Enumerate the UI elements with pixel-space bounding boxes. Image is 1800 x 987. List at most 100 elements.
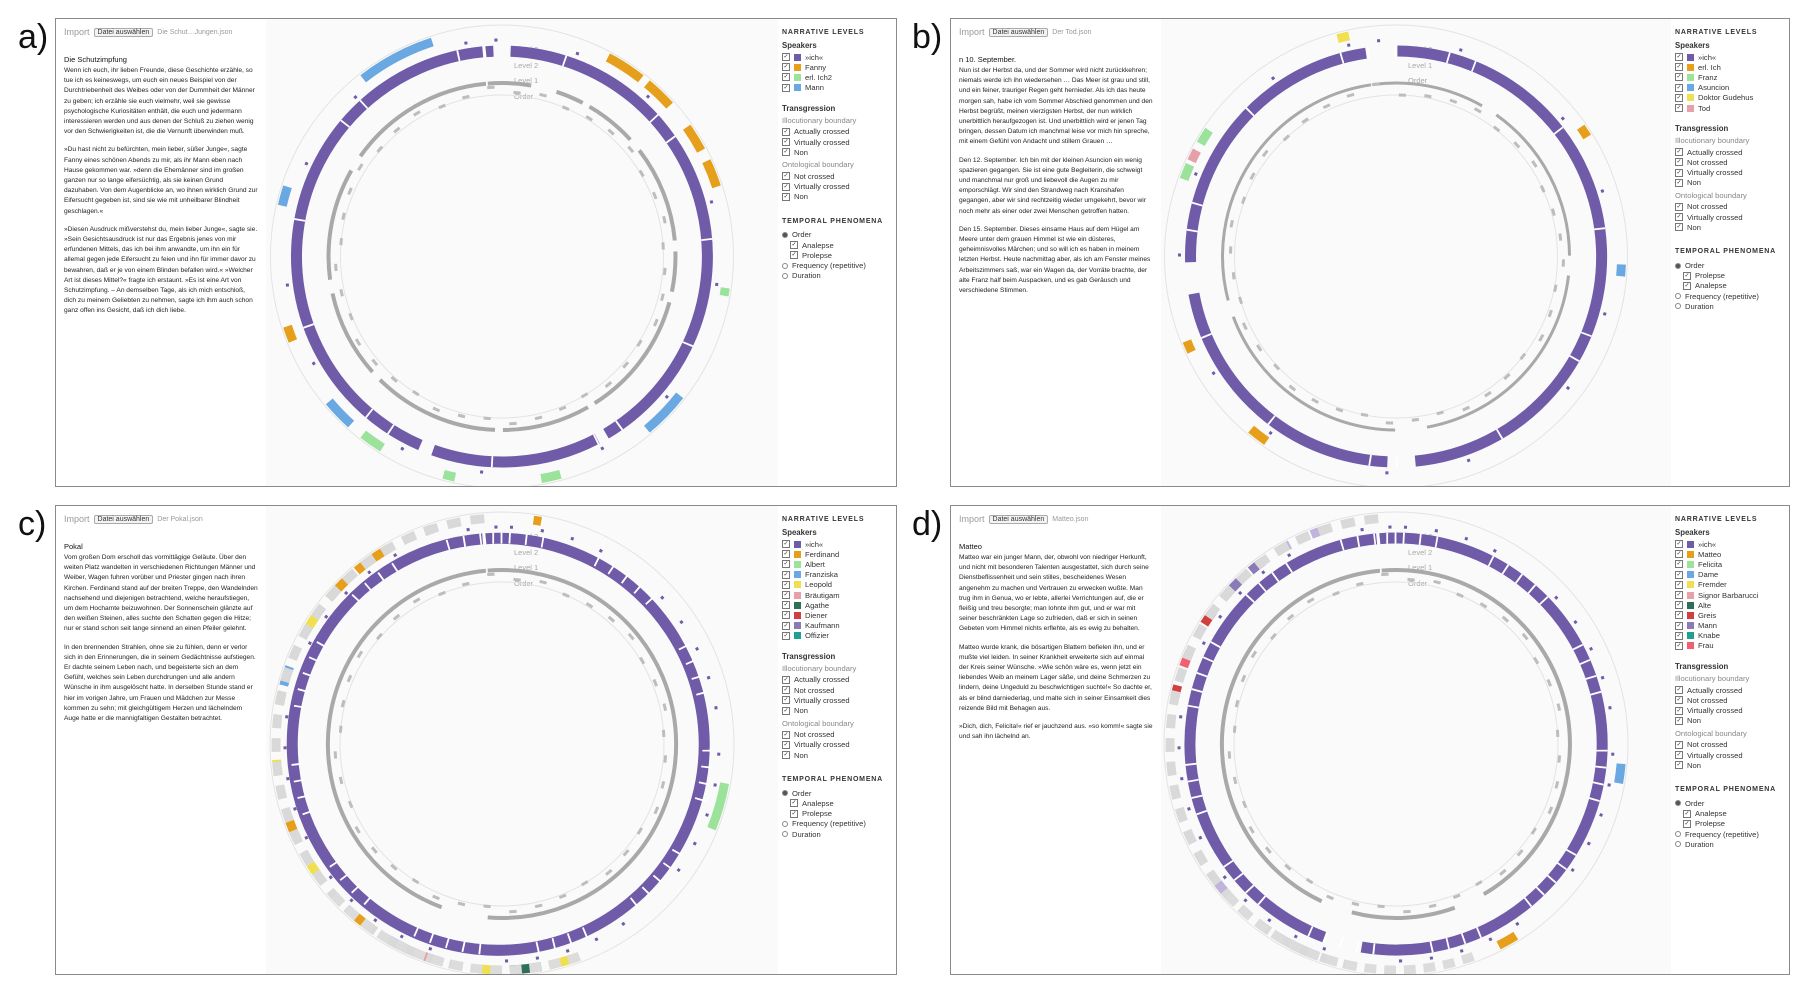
level-3-segment[interactable]: [325, 585, 342, 602]
illocutionary-checkbox[interactable]: ✓: [1675, 686, 1683, 695]
level-2-segment[interactable]: [605, 53, 644, 83]
order-tick[interactable]: [438, 103, 446, 110]
level-2-segment[interactable]: [1614, 763, 1626, 784]
level-3-segment[interactable]: [274, 690, 287, 706]
speaker-item[interactable]: ✓ Tod: [1675, 103, 1785, 113]
illocutionary-item[interactable]: ✓ Not crossed: [782, 685, 892, 695]
level-2-segment[interactable]: [1336, 31, 1351, 44]
order-tick[interactable]: [1475, 880, 1483, 887]
ontological-checkbox[interactable]: ✓: [782, 740, 790, 749]
level-1-segment[interactable]: [286, 532, 710, 956]
analepse-checkbox[interactable]: ✓: [1683, 281, 1691, 290]
order-radio[interactable]: [782, 231, 788, 238]
order-tick[interactable]: [1407, 577, 1415, 582]
level-3-segment[interactable]: [1403, 964, 1417, 974]
duration-radio[interactable]: [1675, 841, 1681, 848]
level-3-segment[interactable]: [1235, 568, 1253, 585]
segment-divider[interactable]: [359, 99, 369, 110]
level-3-segment[interactable]: [400, 531, 418, 545]
level-2-tick[interactable]: [565, 948, 570, 953]
speaker-item[interactable]: ✓ Kaufmann: [782, 621, 892, 631]
order-tick[interactable]: [392, 613, 401, 621]
segment-divider[interactable]: [340, 119, 351, 128]
order-tick[interactable]: [412, 597, 421, 604]
prolepse-checkbox[interactable]: ✓: [1683, 819, 1691, 828]
analepse-item[interactable]: ✓ Analepse: [1675, 281, 1785, 291]
level-2-tick[interactable]: [570, 536, 575, 541]
segment-divider[interactable]: [1588, 797, 1600, 802]
level-1-segment[interactable]: [510, 45, 713, 439]
level-2-segment[interactable]: [1196, 127, 1213, 147]
level-3-segment[interactable]: [1422, 962, 1436, 973]
speaker-item[interactable]: ✓ Offizier: [782, 631, 892, 641]
segment-divider[interactable]: [1245, 594, 1255, 603]
level-2-segment[interactable]: [643, 80, 673, 109]
order-tick[interactable]: [581, 880, 589, 887]
order-tick[interactable]: [1516, 849, 1524, 857]
segment-divider[interactable]: [308, 656, 320, 663]
level-2-tick[interactable]: [1589, 646, 1594, 651]
ontological-checkbox[interactable]: ✓: [1675, 202, 1683, 211]
level-3-segment[interactable]: [1270, 929, 1286, 944]
order-tick[interactable]: [1521, 632, 1529, 641]
ontological-item[interactable]: ✓ Non: [1675, 760, 1785, 770]
speaker-checkbox[interactable]: ✓: [782, 73, 790, 82]
segment-divider[interactable]: [445, 539, 451, 551]
ontological-item[interactable]: ✓ Non: [782, 750, 892, 760]
segment-divider[interactable]: [1579, 658, 1591, 665]
order-tick[interactable]: [461, 581, 470, 587]
segment-divider[interactable]: [561, 55, 568, 67]
duration-radio[interactable]: [1675, 303, 1681, 310]
ontological-checkbox[interactable]: ✓: [782, 172, 790, 181]
segment-divider[interactable]: [1202, 656, 1214, 663]
ontological-item[interactable]: ✓ Not crossed: [1675, 740, 1785, 750]
order-tick[interactable]: [539, 92, 547, 98]
order-tick[interactable]: [1538, 333, 1545, 342]
level-3-segment[interactable]: [548, 957, 562, 970]
order-tick[interactable]: [1546, 678, 1553, 687]
segment-divider[interactable]: [377, 572, 386, 583]
speaker-checkbox[interactable]: ✓: [1675, 611, 1683, 620]
order-tick[interactable]: [1513, 141, 1521, 149]
level-2-tick[interactable]: [1459, 948, 1464, 953]
illocutionary-checkbox[interactable]: ✓: [1675, 716, 1683, 725]
order-tick[interactable]: [1557, 755, 1562, 763]
speaker-checkbox[interactable]: ✓: [782, 631, 790, 640]
level-2-tick[interactable]: [293, 806, 297, 811]
segment-divider[interactable]: [582, 927, 588, 938]
level-3-segment[interactable]: [379, 541, 397, 557]
level-2-tick[interactable]: [1193, 172, 1198, 176]
segment-divider[interactable]: [387, 424, 395, 435]
level-1-segment[interactable]: [485, 45, 494, 58]
order-tick[interactable]: [1558, 233, 1563, 241]
segment-divider[interactable]: [1267, 415, 1276, 425]
segment-divider[interactable]: [1196, 809, 1208, 816]
order-segment[interactable]: [1426, 275, 1570, 429]
order-tick[interactable]: [1519, 352, 1527, 361]
level-2-segment[interactable]: [325, 398, 355, 428]
order-tick[interactable]: [1532, 656, 1540, 665]
prolepse-checkbox[interactable]: ✓: [790, 251, 798, 260]
story-text[interactable]: Nun ist der Herbst da, und der Sommer wi…: [959, 66, 1153, 296]
order-tick[interactable]: [1424, 94, 1432, 99]
choose-file-button[interactable]: Datei auswählen: [988, 27, 1049, 37]
segment-divider[interactable]: [1471, 60, 1477, 72]
order-tick[interactable]: [1436, 410, 1444, 416]
order-tick[interactable]: [339, 288, 344, 297]
order-tick[interactable]: [585, 115, 594, 122]
ontological-item[interactable]: ✓ Virtually crossed: [782, 182, 892, 192]
order-tick[interactable]: [622, 849, 630, 857]
segment-divider[interactable]: [678, 643, 690, 651]
order-tick[interactable]: [1539, 185, 1546, 193]
level-3-segment[interactable]: [1363, 514, 1379, 525]
level-3-segment[interactable]: [1182, 644, 1197, 661]
speaker-checkbox[interactable]: ✓: [782, 580, 790, 589]
level-3-segment[interactable]: [272, 761, 283, 777]
illocutionary-checkbox[interactable]: ✓: [1675, 168, 1683, 177]
segment-divider[interactable]: [592, 433, 600, 445]
level-2-tick[interactable]: [1560, 116, 1565, 121]
speaker-item[interactable]: ✓ Knabe: [1675, 631, 1785, 641]
order-tick[interactable]: [1428, 903, 1437, 909]
level-2-tick[interactable]: [1270, 76, 1276, 81]
frequency-radio[interactable]: [782, 820, 788, 827]
